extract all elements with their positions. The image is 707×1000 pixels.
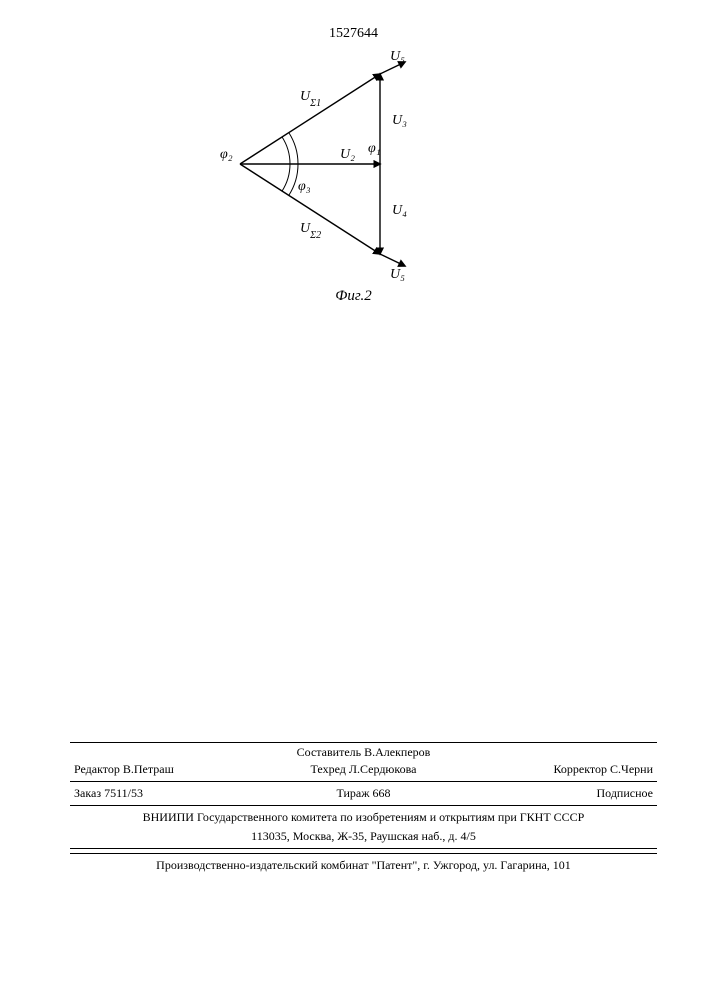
editor-label: Редактор bbox=[74, 762, 120, 776]
printer: Производственно-издательский комбинат "П… bbox=[70, 856, 657, 875]
patent-number: 1527644 bbox=[0, 26, 707, 42]
compiler-label: Составитель bbox=[297, 745, 361, 759]
techred-name: Л.Сердюкова bbox=[349, 762, 417, 776]
label-phi3: φ₃ bbox=[298, 179, 311, 194]
circulation-label: Тираж bbox=[336, 786, 369, 800]
label-u5-top: U₅ bbox=[390, 49, 405, 64]
subscription-text: Подписное bbox=[597, 786, 654, 800]
order-label: Заказ bbox=[74, 786, 101, 800]
figure-caption: Фиг.2 bbox=[0, 288, 707, 305]
vector-diagram: U₂ UΣ1 UΣ2 U₃ U₄ U₅ U₅ φ₁ φ₂ φ₃ bbox=[190, 44, 490, 304]
org-name: ВНИИПИ Государственного комитета по изоб… bbox=[70, 808, 657, 827]
colophon-block: Составитель В.Алекперов Редактор В.Петра… bbox=[70, 740, 657, 875]
label-usum2: UΣ2 bbox=[300, 221, 321, 241]
corrector-name: С.Черни bbox=[610, 762, 653, 776]
label-u4: U₄ bbox=[392, 203, 407, 218]
label-usum1: UΣ1 bbox=[300, 89, 321, 109]
order-number: 7511/53 bbox=[104, 786, 143, 800]
label-u5-bot: U₅ bbox=[390, 267, 405, 282]
label-u2: U₂ bbox=[340, 147, 355, 162]
editor-name: В.Петраш bbox=[123, 762, 174, 776]
divider bbox=[70, 742, 657, 743]
corrector-label: Корректор bbox=[554, 762, 608, 776]
divider bbox=[70, 805, 657, 806]
label-phi1: φ₁ bbox=[368, 141, 381, 156]
label-phi2: φ₂ bbox=[220, 147, 233, 162]
label-u3: U₃ bbox=[392, 113, 407, 128]
divider bbox=[70, 853, 657, 854]
org-address: 113035, Москва, Ж-35, Раушская наб., д. … bbox=[70, 827, 657, 846]
techred-label: Техред bbox=[311, 762, 346, 776]
circulation-number: 668 bbox=[373, 786, 391, 800]
divider bbox=[70, 781, 657, 782]
divider bbox=[70, 848, 657, 849]
compiler-name: В.Алекперов bbox=[364, 745, 430, 759]
